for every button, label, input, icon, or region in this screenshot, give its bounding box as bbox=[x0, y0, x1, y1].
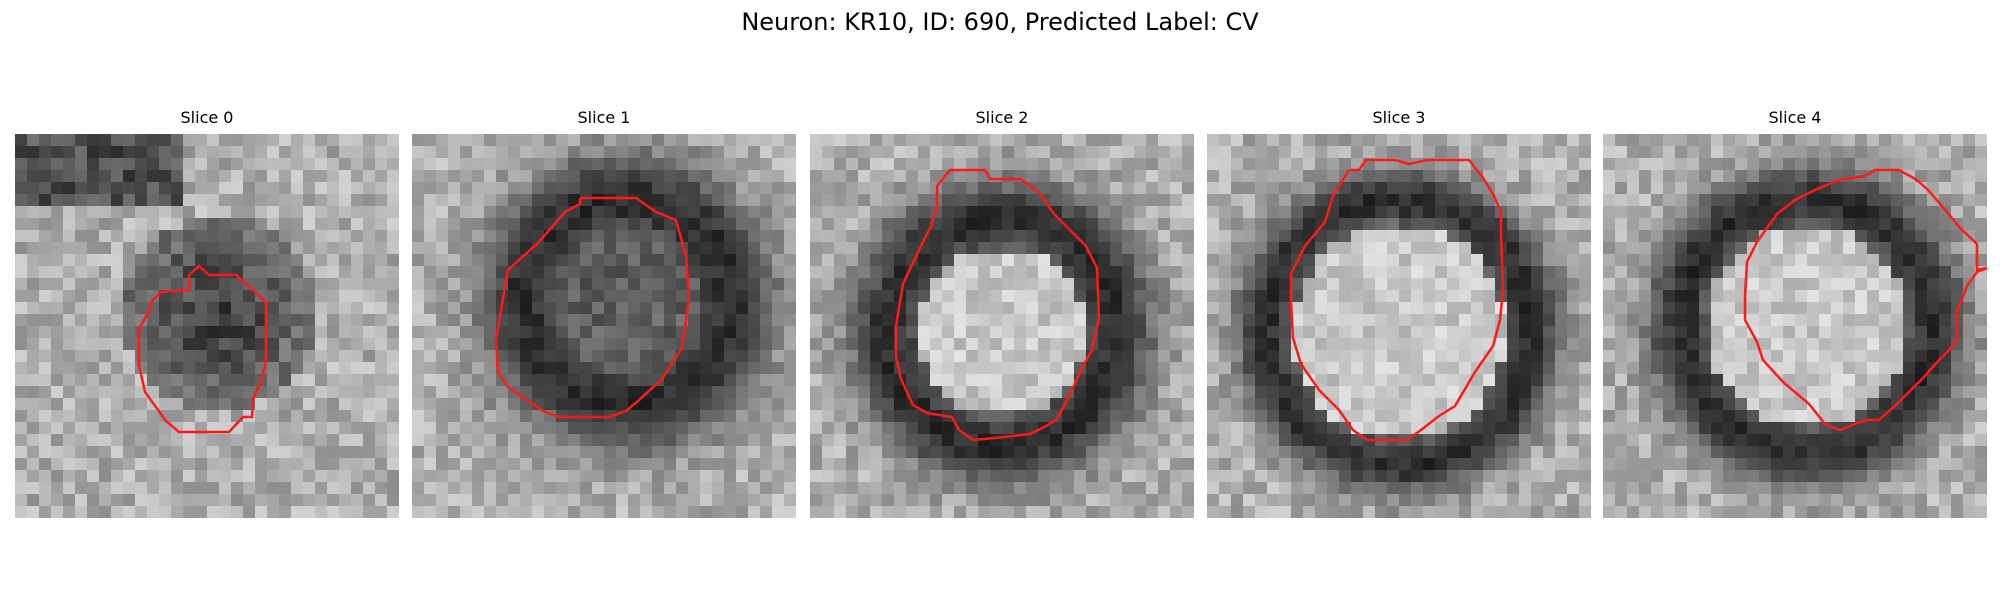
slice-title: Slice 2 bbox=[975, 108, 1029, 127]
slice-image-2 bbox=[810, 134, 1194, 518]
contour-outline bbox=[894, 168, 1101, 442]
slice-title: Slice 1 bbox=[577, 108, 631, 127]
slice-title: Slice 4 bbox=[1768, 108, 1822, 127]
contour-outline bbox=[1289, 158, 1505, 442]
slice-title: Slice 0 bbox=[180, 108, 234, 127]
slice-image-4 bbox=[1603, 134, 1987, 518]
slice-image-1 bbox=[412, 134, 796, 518]
slice-image-3 bbox=[1207, 134, 1591, 518]
slice-image-0 bbox=[15, 134, 399, 518]
slice-title: Slice 3 bbox=[1372, 108, 1426, 127]
contour-outline bbox=[137, 264, 268, 434]
contour-outline bbox=[1743, 168, 1987, 432]
contour-outline bbox=[494, 196, 691, 419]
figure-title: Neuron: KR10, ID: 690, Predicted Label: … bbox=[741, 8, 1259, 36]
